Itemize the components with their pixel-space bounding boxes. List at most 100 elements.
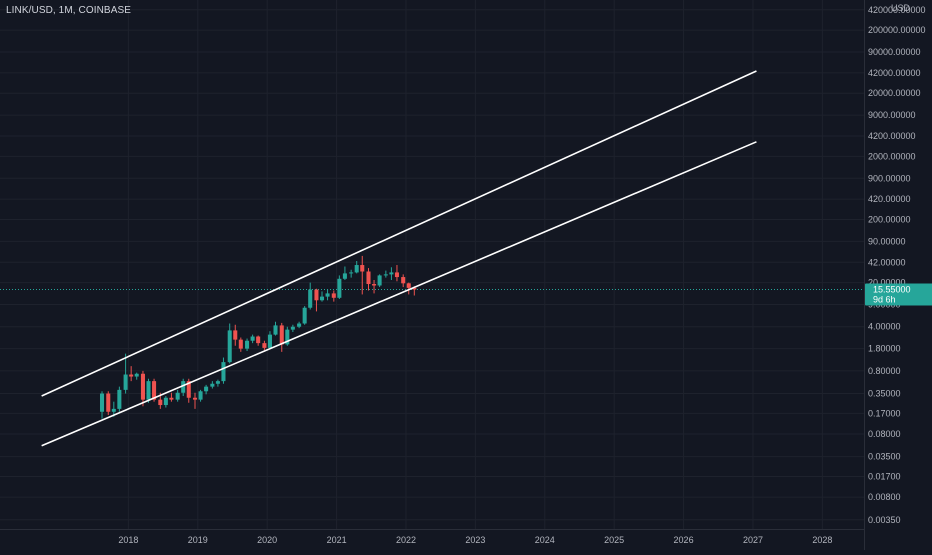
channel-upper-line[interactable] bbox=[41, 70, 757, 397]
candle-body bbox=[210, 383, 215, 387]
candle-body bbox=[215, 381, 220, 384]
candle-down bbox=[169, 392, 174, 402]
candle-down bbox=[262, 340, 267, 351]
candle-down bbox=[366, 268, 371, 291]
candle-body bbox=[152, 381, 157, 400]
candle-body bbox=[401, 277, 406, 284]
y-tick-label: 200000.00000 bbox=[868, 25, 926, 35]
candle-body bbox=[140, 373, 145, 400]
candle-body bbox=[146, 381, 151, 400]
y-tick-label: 200.00000 bbox=[868, 214, 911, 224]
candle-body bbox=[290, 326, 295, 330]
candle-body bbox=[238, 339, 243, 349]
candle-down bbox=[233, 324, 238, 346]
x-tick-label: 2027 bbox=[743, 535, 763, 545]
y-tick-label: 2000.00000 bbox=[868, 151, 916, 161]
candle-up bbox=[389, 267, 394, 281]
candle-up bbox=[285, 326, 290, 346]
y-tick-label: 0.03500 bbox=[868, 452, 901, 462]
candle-down bbox=[360, 255, 365, 295]
candle-body bbox=[262, 343, 267, 348]
candle-body bbox=[394, 272, 399, 278]
candle-body bbox=[106, 393, 111, 412]
candle-body bbox=[273, 325, 278, 335]
candle-up bbox=[250, 334, 255, 344]
candle-body bbox=[308, 289, 313, 308]
candle-body bbox=[99, 393, 105, 412]
x-tick-label: 2024 bbox=[535, 535, 555, 545]
candle-body bbox=[372, 284, 377, 286]
candle-up bbox=[354, 261, 359, 274]
candle-up bbox=[175, 389, 180, 402]
candle-body bbox=[227, 330, 232, 363]
candle-body bbox=[233, 330, 238, 340]
x-tick-label: 2022 bbox=[396, 535, 416, 545]
candle-body bbox=[134, 373, 139, 377]
x-tick-label: 2023 bbox=[465, 535, 485, 545]
last-price-countdown: 9d 6h bbox=[873, 295, 896, 305]
candle-down bbox=[331, 290, 336, 302]
candle-body bbox=[366, 271, 371, 285]
candle-body bbox=[412, 287, 417, 290]
y-tick-label: 420.00000 bbox=[868, 194, 911, 204]
candle-down bbox=[140, 370, 145, 407]
candle-body bbox=[319, 296, 325, 301]
candle-up bbox=[210, 381, 215, 389]
candle-body bbox=[250, 336, 255, 341]
y-tick-label: 0.80000 bbox=[868, 366, 901, 376]
x-tick-label: 2021 bbox=[327, 535, 347, 545]
candle-up bbox=[342, 266, 347, 281]
channel-lines[interactable] bbox=[41, 70, 757, 447]
y-tick-label: 420000.00000 bbox=[868, 5, 926, 15]
y-tick-label: 900.00000 bbox=[868, 173, 911, 183]
x-tick-label: 2020 bbox=[257, 535, 277, 545]
grid bbox=[0, 0, 865, 550]
candle-down bbox=[314, 288, 319, 312]
candle-body bbox=[117, 389, 122, 409]
channel-lower-line[interactable] bbox=[41, 141, 757, 447]
candle-body bbox=[337, 278, 342, 298]
y-tick-label: 20.00000 bbox=[868, 278, 906, 288]
candle-up bbox=[325, 289, 330, 301]
candle-down bbox=[372, 280, 377, 294]
candle-body bbox=[285, 329, 290, 345]
y-tick-label: 0.00800 bbox=[868, 492, 901, 502]
candle-up bbox=[377, 274, 382, 288]
candle-body bbox=[245, 340, 250, 349]
y-tick-label: 1.80000 bbox=[868, 344, 901, 354]
candle-up bbox=[349, 269, 354, 278]
y-tick-label: 0.00350 bbox=[868, 515, 901, 525]
candle-body bbox=[314, 289, 319, 301]
candle-down bbox=[192, 392, 198, 409]
y-tick-label: 0.17000 bbox=[868, 408, 901, 418]
candle-up bbox=[215, 379, 220, 387]
candle-body bbox=[129, 374, 134, 377]
candle-down bbox=[279, 322, 284, 352]
candle-body bbox=[192, 397, 198, 400]
candle-up bbox=[297, 321, 302, 329]
candle-body bbox=[360, 265, 365, 272]
candle-body bbox=[163, 397, 168, 406]
candle-down bbox=[106, 391, 111, 415]
candle-up bbox=[123, 353, 128, 394]
candle-down bbox=[238, 337, 243, 352]
candle-body bbox=[383, 274, 388, 276]
candle-up bbox=[146, 378, 151, 403]
candle-body bbox=[256, 336, 261, 344]
candle-up bbox=[227, 323, 232, 364]
candle-down bbox=[401, 274, 406, 288]
candle-body bbox=[406, 283, 411, 288]
candle-body bbox=[158, 399, 163, 406]
candle-up bbox=[337, 275, 342, 300]
candle-body bbox=[175, 392, 180, 400]
axes: USD 420000.00000 200000.00000 90000.00000 4… bbox=[118, 3, 925, 545]
candle-body bbox=[354, 265, 359, 273]
candle-body bbox=[267, 334, 272, 348]
candle-up bbox=[198, 389, 203, 402]
y-tick-label: 4200.00000 bbox=[868, 131, 916, 141]
candle-body bbox=[111, 408, 116, 412]
candle-body bbox=[198, 391, 203, 400]
